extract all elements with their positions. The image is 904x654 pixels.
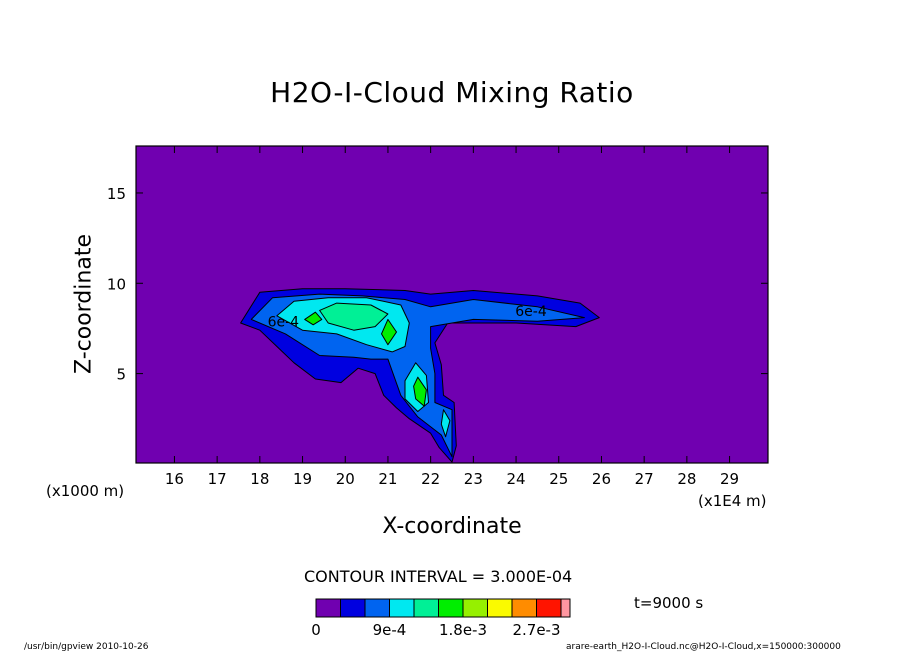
footer-right-text: arare-earth_H2O-I-Cloud.nc@H2O-I-Cloud,x… [566,642,841,652]
colorbar-cell [315,598,341,618]
contour-regions [240,288,600,463]
x-tick-label: 21 [378,470,397,488]
colorbar-cell [511,598,537,618]
x-tick-label: 29 [720,470,739,488]
colorbar-cell [389,598,415,618]
contour-region [381,318,397,346]
contour-region [440,409,451,438]
z-unit-label: (x1000 m) [46,482,125,500]
contour-label: 6e-4 [268,315,300,331]
colorbar-cell [560,598,571,618]
colorbar-tick-label: 2.7e-3 [512,621,560,639]
colorbar-cell [487,598,513,618]
contour-region [319,302,389,331]
chart-title: H2O-I-Cloud Mixing Ratio [270,76,634,109]
colorbar-tick-label: 9e-4 [373,621,407,639]
x-tick-label: 26 [592,470,611,488]
colorbar-cell [364,598,390,618]
y-tick-label: 15 [107,185,126,203]
colorbar-tick-label: 1.8e-3 [439,621,487,639]
x-tick-label: 18 [250,470,269,488]
colorbar: 0 9e-4 1.8e-3 2.7e-3 [311,598,571,639]
footer-left-text: /usr/bin/gpview 2010-10-26 [24,642,149,652]
colorbar-cell [413,598,439,618]
y-tick-label: 10 [107,275,126,293]
contour-label-group: 6e-4 6e-4 [268,304,547,331]
plot-frame [135,145,769,464]
contour-region [413,376,427,407]
x-tick-label: 25 [549,470,568,488]
x-unit-label: (x1E4 m) [698,492,767,510]
colorbar-tick-label: 0 [311,621,321,639]
x-tick-label: 20 [336,470,355,488]
colorbar-cell [340,598,366,618]
x-tick-label: 24 [507,470,526,488]
y-tick-label: 5 [116,366,126,384]
x-tick-label: 27 [635,470,654,488]
x-tick-label: 19 [293,470,312,488]
x-tick-label: 23 [464,470,483,488]
y-axis-label: Z-coordinate [71,234,97,374]
contour-label: 6e-4 [515,304,547,320]
colorbar-cell [536,598,562,618]
time-stamp-text: t=9000 s [634,594,704,612]
x-tick-label: 17 [208,470,227,488]
x-tick-label: 22 [421,470,440,488]
contour-interval-text: CONTOUR INTERVAL = 3.000E-04 [304,567,573,586]
x-axis-label: X-coordinate [382,514,522,539]
axis-ticks: 16 17 18 19 20 21 22 23 24 25 26 27 28 29 5 10 15 [107,146,768,488]
x-tick-label: 16 [165,470,184,488]
colorbar-cell [438,598,464,618]
x-tick-label: 28 [677,470,696,488]
colorbar-cell [462,598,488,618]
contour-region [304,311,323,326]
